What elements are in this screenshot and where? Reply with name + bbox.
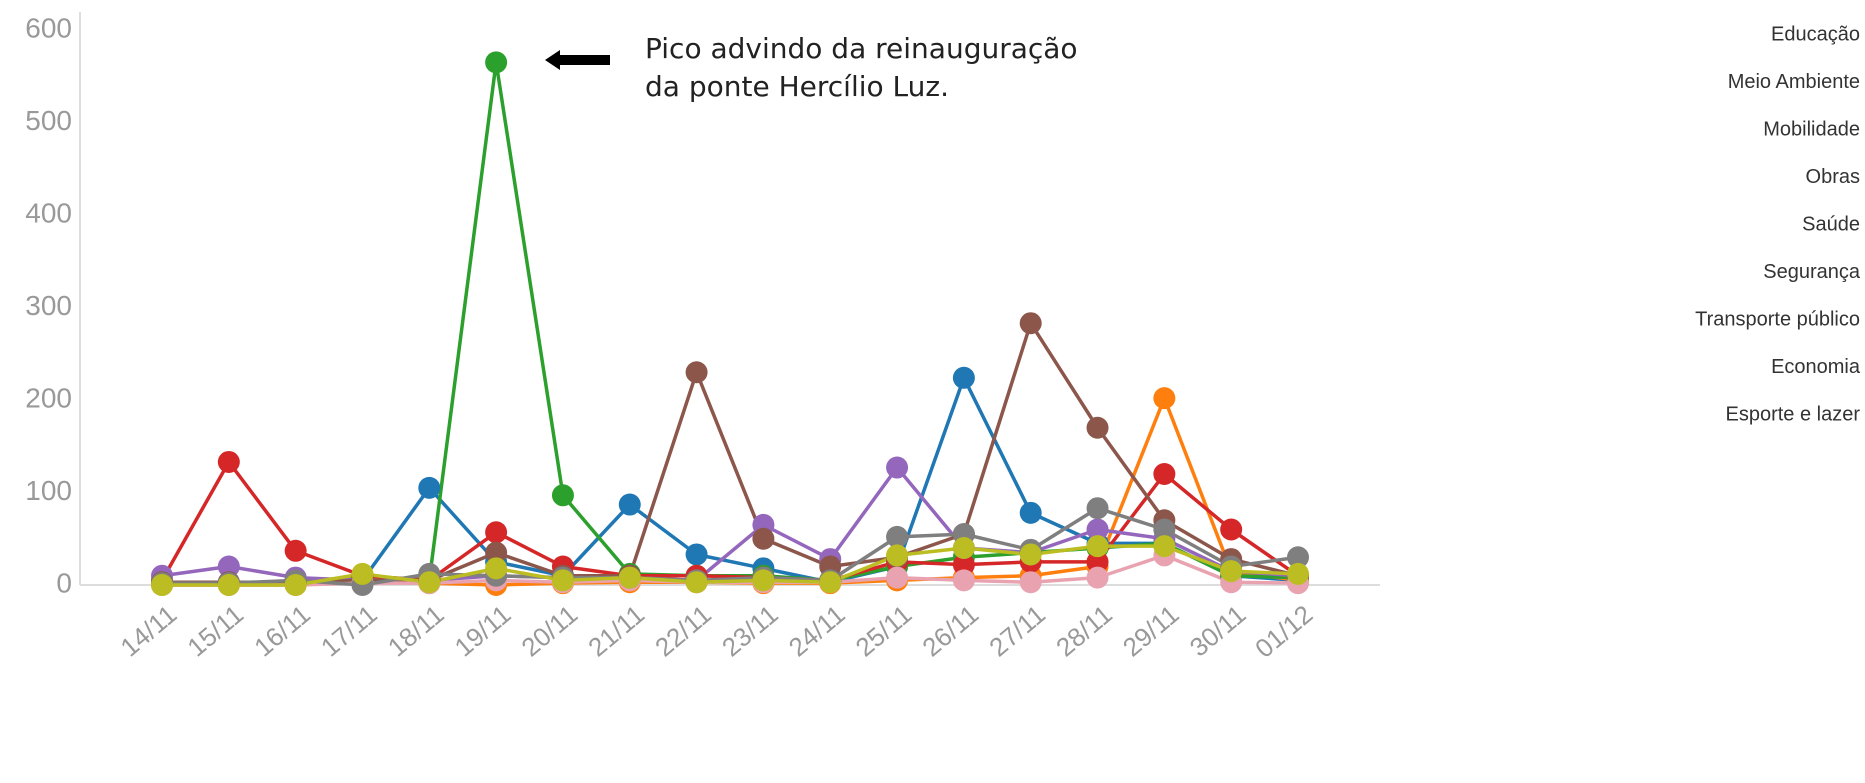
series-line [162,506,1299,587]
point [1220,560,1243,583]
y-tick-label: 500 [25,105,72,136]
y-tick-label: 400 [25,197,72,228]
point [752,569,775,592]
series-line [162,396,1299,587]
point [551,569,574,592]
point [1019,571,1042,594]
point [1086,550,1109,573]
point [1287,562,1309,585]
point [886,456,909,479]
point [1019,543,1042,566]
y-tick-label: 100 [25,475,72,506]
x-tick-label: 25/11 [850,599,918,663]
point [1153,387,1176,410]
point [952,553,975,576]
point [685,361,708,384]
legend-entry: Obras [1806,166,1860,188]
point [151,574,173,596]
x-tick-label: 26/11 [917,599,985,663]
point [886,566,909,589]
legend-entry: Meio Ambiente [1728,71,1860,93]
x-tick-label: 14/11 [115,599,183,663]
x-tick-label: 16/11 [248,599,316,663]
point [485,521,508,544]
point [1019,501,1042,524]
annotation-arrow [545,50,610,70]
point [752,527,775,550]
point [685,571,708,594]
legend-entry: Economia [1771,356,1861,378]
legend-entry: Segurança [1763,261,1861,283]
point [351,562,374,585]
legend-entry: Transporte público [1695,308,1860,330]
legend-entry: Esporte e lazer [1725,403,1860,425]
x-tick-label: 21/11 [582,599,650,663]
x-tick-label: 19/11 [449,599,517,663]
point [886,544,909,567]
x-tick-label: 30/11 [1184,599,1252,663]
point [618,566,641,589]
point [685,543,708,566]
point [1086,518,1109,541]
annotation-line: Pico advindo da reinauguração [645,32,1078,65]
point [1086,535,1109,558]
point [284,539,307,562]
point [1153,463,1176,485]
y-tick-label: 200 [25,382,72,413]
point [418,571,441,594]
x-tick-label: 22/11 [649,599,717,663]
x-tick-label: 18/11 [382,599,450,663]
point [886,525,909,548]
point [217,555,240,578]
point [485,541,508,564]
point [952,569,975,592]
series-line [162,60,1299,585]
point [1086,566,1109,589]
legend-entry: Educação [1771,23,1860,45]
point [485,51,508,74]
point [1019,312,1042,335]
point [618,493,641,516]
point [1086,416,1109,439]
y-tick-label: 300 [25,290,72,321]
point [418,476,441,499]
x-tick-label: 28/11 [1050,599,1118,663]
legend-entry: Mobilidade [1763,118,1860,140]
x-tick-label: 01/12 [1249,599,1318,664]
x-tick-label: 29/11 [1117,599,1185,663]
point [217,574,240,596]
x-tick-label: 24/11 [783,599,851,663]
point [1153,535,1176,558]
point [952,537,975,559]
point [551,484,574,507]
x-tick-label: 15/11 [181,599,249,663]
point [1287,546,1309,569]
x-tick-label: 17/11 [315,599,383,663]
x-tick-label: 23/11 [716,599,784,663]
annotation-line: da ponte Hercílio Luz. [645,70,949,103]
y-tick-label: 600 [25,12,72,43]
x-tick-label: 27/11 [983,599,1051,663]
series-line [162,544,1299,587]
point [217,450,240,473]
point [952,366,975,389]
point [1086,497,1109,520]
point [485,557,508,580]
series-line [162,321,1299,584]
point [1153,518,1176,541]
point [1220,518,1243,541]
point [819,571,842,594]
x-tick-label: 20/11 [516,599,584,663]
point [284,574,307,596]
y-tick-label: 0 [56,567,72,598]
legend-entry: Saúde [1802,213,1860,235]
